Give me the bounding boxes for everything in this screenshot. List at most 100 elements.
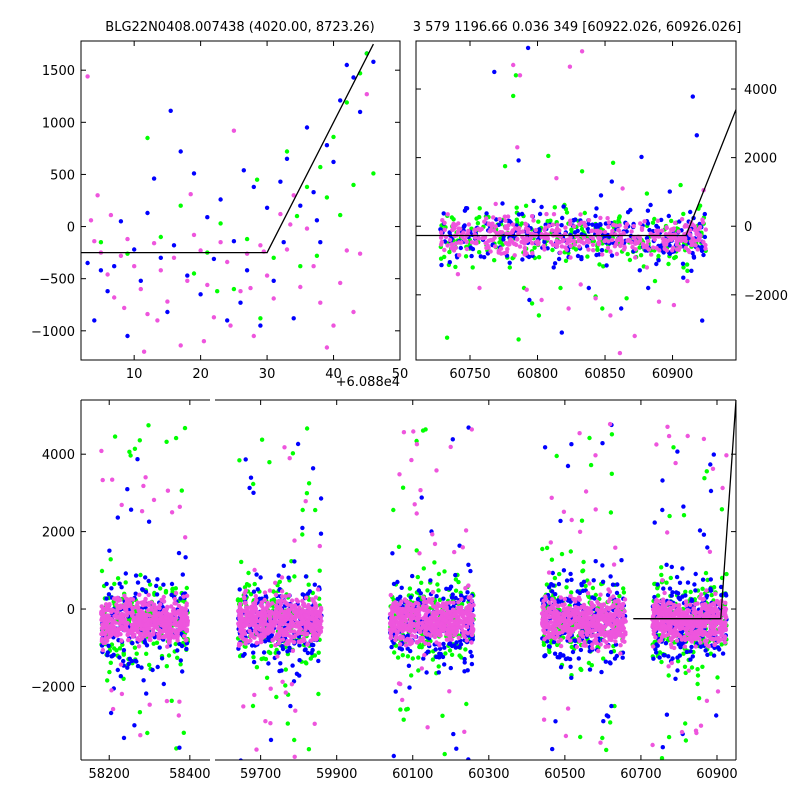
top-left-model-line <box>81 43 374 254</box>
data-point <box>310 647 315 653</box>
data-point <box>562 596 567 602</box>
data-point <box>298 264 303 269</box>
data-point <box>312 582 317 587</box>
data-point <box>155 577 160 582</box>
data-point <box>576 656 581 661</box>
data-point <box>161 681 166 687</box>
data-point <box>108 212 114 218</box>
data-point <box>600 252 605 257</box>
data-point <box>579 220 584 225</box>
data-point <box>146 519 152 524</box>
data-point <box>143 622 148 628</box>
data-point <box>175 635 180 640</box>
data-point <box>110 608 116 613</box>
data-point <box>656 228 661 233</box>
data-point <box>459 619 465 625</box>
data-point <box>158 616 163 621</box>
data-point <box>238 758 243 760</box>
data-point <box>304 595 309 600</box>
data-point <box>510 222 516 227</box>
data-point <box>568 255 573 260</box>
data-point <box>169 613 174 619</box>
data-point <box>517 73 523 78</box>
data-point <box>158 234 163 240</box>
data-point <box>284 156 290 161</box>
data-point <box>583 223 588 229</box>
data-point <box>251 490 256 495</box>
data-point <box>504 249 509 255</box>
data-point <box>135 580 141 585</box>
data-point <box>650 220 656 225</box>
data-point <box>533 227 538 233</box>
data-point <box>249 632 255 637</box>
data-point <box>552 575 558 581</box>
data-point <box>590 242 596 247</box>
data-point <box>567 64 573 69</box>
data-point <box>695 247 700 252</box>
data-point <box>507 260 512 265</box>
data-point <box>564 247 569 252</box>
top-left-ytick-label: 500 <box>50 168 75 183</box>
data-point <box>528 235 534 240</box>
data-point <box>529 301 535 306</box>
data-point <box>666 213 671 219</box>
data-point <box>530 241 535 246</box>
top-right-xtick-label: 60750 <box>449 367 490 382</box>
data-point <box>557 655 562 660</box>
data-point <box>137 438 142 443</box>
data-point <box>692 227 698 233</box>
data-point <box>276 641 282 646</box>
data-point <box>450 784 454 788</box>
data-point <box>287 608 292 614</box>
data-point <box>311 599 316 604</box>
top-right-ytick-label: 2000 <box>744 152 777 167</box>
data-point <box>550 597 555 602</box>
data-point <box>680 261 686 266</box>
data-point <box>295 441 301 447</box>
data-point <box>351 182 356 188</box>
data-point <box>542 227 547 233</box>
data-point <box>568 571 573 577</box>
data-point <box>159 656 165 661</box>
data-point <box>560 215 565 221</box>
data-point <box>616 218 621 223</box>
data-point <box>282 610 287 616</box>
data-point <box>552 261 558 266</box>
data-point <box>251 184 256 190</box>
data-point <box>146 603 151 608</box>
data-point <box>247 613 253 618</box>
data-point <box>284 149 290 154</box>
data-point <box>143 575 148 580</box>
data-point <box>421 595 426 600</box>
data-point <box>115 595 120 600</box>
data-point <box>564 210 570 215</box>
data-point <box>462 729 467 734</box>
data-point <box>126 637 131 643</box>
data-point <box>283 690 288 695</box>
data-point <box>426 632 431 637</box>
data-point <box>672 255 677 261</box>
data-point <box>447 689 452 694</box>
data-point <box>580 568 586 573</box>
data-point <box>523 221 528 226</box>
data-point <box>259 610 264 615</box>
data-point <box>390 608 395 614</box>
data-point <box>581 235 586 240</box>
data-point <box>558 595 563 600</box>
data-point <box>644 265 650 270</box>
data-point <box>101 625 107 630</box>
data-point <box>244 268 250 273</box>
data-point <box>662 246 667 251</box>
data-point <box>610 582 616 587</box>
data-point <box>522 245 527 251</box>
data-point <box>171 635 177 640</box>
data-point <box>294 620 300 625</box>
data-point <box>254 631 259 636</box>
data-point <box>552 205 557 210</box>
data-point <box>301 638 306 643</box>
data-point <box>608 661 613 666</box>
data-point <box>280 594 285 599</box>
data-point <box>135 600 140 605</box>
data-point <box>571 224 577 229</box>
data-point <box>179 488 184 493</box>
